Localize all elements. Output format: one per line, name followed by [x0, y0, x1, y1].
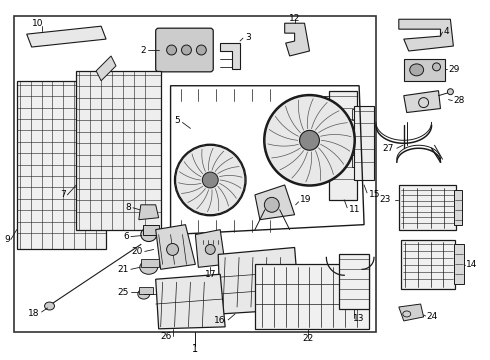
Ellipse shape [433, 63, 441, 71]
Polygon shape [139, 205, 159, 220]
Ellipse shape [45, 302, 54, 310]
Bar [454, 244, 465, 284]
Polygon shape [255, 185, 294, 220]
Ellipse shape [299, 130, 319, 150]
Text: 6: 6 [123, 232, 129, 241]
Text: 12: 12 [289, 14, 300, 23]
Ellipse shape [264, 197, 279, 212]
Bar [354, 105, 374, 180]
Text: 22: 22 [302, 334, 313, 343]
Text: 24: 24 [427, 312, 438, 321]
Ellipse shape [175, 145, 245, 215]
Text: 18: 18 [28, 310, 40, 319]
Text: 4: 4 [443, 27, 449, 36]
Text: 5: 5 [175, 116, 180, 125]
Polygon shape [96, 56, 116, 81]
Ellipse shape [196, 45, 206, 55]
Text: 29: 29 [448, 66, 460, 75]
Bar [14, 16, 376, 332]
Polygon shape [196, 230, 225, 267]
Polygon shape [404, 91, 441, 113]
Bar [339, 255, 369, 309]
Text: 15: 15 [369, 190, 381, 199]
Polygon shape [218, 247, 299, 314]
Text: 9: 9 [4, 235, 10, 244]
Polygon shape [285, 23, 310, 56]
Polygon shape [156, 225, 196, 269]
Text: 17: 17 [204, 270, 216, 279]
Bar [324, 96, 329, 111]
Text: 28: 28 [453, 96, 465, 105]
Bar [76, 71, 161, 230]
Bar [141, 260, 159, 267]
Polygon shape [156, 274, 225, 329]
Bar [404, 59, 445, 81]
Text: 16: 16 [215, 316, 226, 325]
Ellipse shape [167, 243, 178, 255]
Polygon shape [220, 43, 240, 69]
Bar [454, 190, 462, 225]
Ellipse shape [447, 89, 453, 95]
Text: 13: 13 [353, 314, 365, 323]
Bar [255, 264, 369, 329]
Bar [329, 91, 357, 200]
Bar [324, 155, 329, 170]
Text: 8: 8 [125, 203, 131, 212]
Text: 11: 11 [349, 205, 361, 214]
Polygon shape [26, 26, 106, 47]
Text: 2: 2 [140, 45, 146, 54]
Ellipse shape [140, 260, 158, 274]
Ellipse shape [138, 289, 150, 299]
Text: 7: 7 [61, 190, 66, 199]
Text: 27: 27 [383, 144, 394, 153]
Text: 26: 26 [161, 332, 172, 341]
Ellipse shape [205, 244, 215, 255]
Ellipse shape [181, 45, 192, 55]
Ellipse shape [265, 96, 354, 185]
Text: 10: 10 [32, 19, 43, 28]
Text: 20: 20 [131, 247, 143, 256]
Bar [139, 287, 153, 294]
Ellipse shape [410, 64, 424, 76]
Text: 21: 21 [118, 265, 129, 274]
FancyBboxPatch shape [156, 28, 213, 72]
Text: 25: 25 [118, 288, 129, 297]
Ellipse shape [167, 45, 176, 55]
Bar [17, 81, 106, 249]
Bar [352, 155, 354, 167]
Text: 1: 1 [192, 344, 198, 354]
Ellipse shape [141, 228, 157, 242]
Bar [401, 239, 455, 289]
Bar [143, 225, 159, 235]
Text: 14: 14 [466, 260, 478, 269]
Bar [352, 109, 354, 121]
Bar [399, 185, 456, 230]
Ellipse shape [202, 172, 218, 188]
Polygon shape [399, 304, 424, 321]
Text: 23: 23 [379, 195, 391, 204]
Polygon shape [399, 19, 453, 51]
Text: 19: 19 [299, 195, 311, 204]
Text: 3: 3 [245, 33, 251, 42]
